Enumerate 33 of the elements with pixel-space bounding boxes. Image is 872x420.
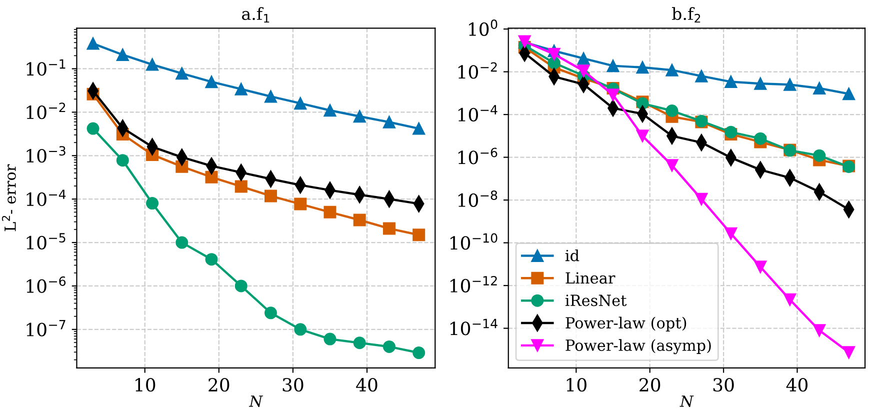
y-tick-label: 10$^{−10}$ [450,233,498,250]
x-tick-label: 10 [566,378,586,392]
x-tick-label: 40 [786,378,808,392]
legend-label: Power-law (asymp) [566,339,711,354]
legend-label: Power-law (opt) [566,316,686,332]
x-tick-label: 10 [136,378,156,392]
y-tick-label: 10$^{−7}$ [26,320,66,336]
y-tick-label: 10$^{0}$ [469,19,498,36]
y-tick-label: 10$^{−1}$ [26,59,66,76]
y-tick-label: 10$^{−6}$ [458,148,498,164]
x-axis-title: N [680,396,694,407]
x-tick-label: 30 [282,378,304,392]
chart-title: b.f$_{2}$ [672,7,700,23]
legend-label: iResNet [565,294,627,306]
y-tick-label: 10$^{−6}$ [26,276,66,293]
y-tick-label: 10$^{−12}$ [450,276,497,293]
y-tick-label: 10$^{−14}$ [450,318,498,336]
y-tick-label: 10$^{−4}$ [458,105,498,122]
y-tick-label: 10$^{−5}$ [26,233,66,250]
x-tick-label: 40 [356,378,378,392]
x-tick-label: 20 [640,378,660,392]
y-tick-label: 10$^{−8}$ [458,190,498,208]
x-tick-label: 30 [713,378,734,392]
y-tick-label: 10$^{−2}$ [26,102,66,120]
chart-title: a.f$_{1}$ [242,7,270,23]
y-axis-title: L$^{2}$- error [2,164,16,232]
y-tick-label: 10$^{−2}$ [458,62,497,79]
y-tick-label: 10$^{−4}$ [26,190,66,206]
legend-label: Linear [566,272,616,284]
y-tick-label: 10$^{−3}$ [26,146,66,163]
x-axis-title: N [248,396,264,407]
legend-label: id [565,249,580,262]
x-tick-label: 20 [208,378,230,392]
